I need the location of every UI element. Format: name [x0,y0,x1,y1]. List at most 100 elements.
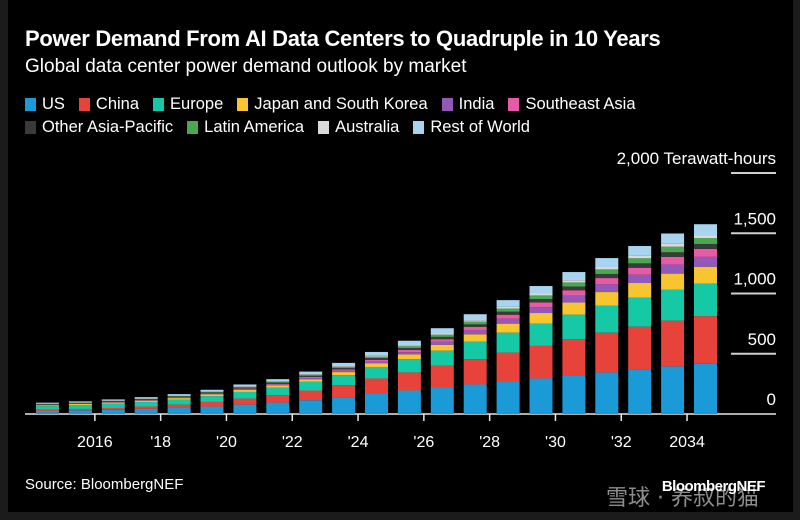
bar-segment-australia [365,355,388,357]
bar-segment-japan-and-south-korea [595,292,619,306]
bar-segment-us [529,378,553,414]
bar-segment-europe [463,341,487,360]
legend-label: Europe [170,95,224,113]
bar-segment-india [299,378,323,380]
legend-swatch [153,98,165,111]
legend-swatch [25,121,36,134]
bar-segment-us [101,409,125,414]
bar-stack-2020 [200,389,224,414]
bar-stack-2027 [430,328,454,414]
bar-stack-2022 [266,379,290,414]
bar-segment-southeast-asia [661,256,685,265]
bar-segment-other-asia-pacific [595,273,619,279]
bar-segment-japan-and-south-korea [200,394,224,397]
bar-stack-2019 [167,394,191,414]
bar-segment-japan-and-south-korea [299,379,323,382]
y-tick-label: 1,000 [733,270,776,289]
bar-segment-china [529,345,553,379]
bar-stack-2015 [36,402,59,414]
bar-segment-australia [595,266,619,270]
bar-segment-japan-and-south-korea [562,302,586,315]
bar-segment-southeast-asia [694,248,717,257]
bar-segment-india [233,389,257,391]
bar-segment-southeast-asia [299,377,323,379]
bar-segment-latin-america [233,386,257,388]
bar-stack-2021 [233,384,257,414]
bar-segment-europe [332,375,356,386]
bar-segment-china [68,408,92,411]
legend: US China Europe Japan and South Korea India S… [25,93,745,139]
bar-segment-australia [496,306,520,309]
bar-segment-rest-of-world [529,286,553,294]
bar-segment-rest-of-world [628,246,652,256]
stacked-bar-chart: 0 500 1,000 1,500 2,000 Terawatt-hours 2016 '1… [25,149,776,451]
bar-segment-other-asia-pacific [430,336,454,340]
bar-segment-us [134,408,158,414]
bar-segment-australia [562,280,586,283]
bar-segment-europe [496,332,520,353]
legend-item: India [441,95,494,114]
bar-segment-southeast-asia [200,393,224,394]
y-tick-label: 0 [767,390,776,409]
legend-label: Japan and South Korea [254,95,428,113]
bar-segment-southeast-asia [233,388,257,390]
bar-segment-other-asia-pacific [233,387,257,389]
legend-item: Rest of World [413,118,530,137]
bar-segment-india [562,295,586,303]
x-tick-label: '28 [479,434,500,451]
bar-segment-other-asia-pacific [496,311,520,315]
bar-segment-us [430,387,454,414]
bar-segment-rest-of-world [661,233,685,244]
bar-segment-europe [694,283,717,317]
legend-label: Other Asia-Pacific [42,118,174,136]
legend-item: Southeast Asia [508,95,636,114]
bar-segment-rest-of-world [562,272,586,281]
bar-segment-europe [299,381,323,391]
bar-segment-other-asia-pacific [397,348,421,351]
bar-segment-other-asia-pacific [463,324,487,327]
legend-label: US [42,95,65,113]
bar-segment-rest-of-world [233,384,257,387]
legend-row: US China Europe Japan and South Korea India S… [25,93,745,116]
legend-item: US [25,95,65,114]
x-tick-label: '24 [348,434,369,451]
bar-segment-other-asia-pacific [101,401,125,402]
bar-segment-china [397,372,421,391]
bar-segment-india [365,361,388,364]
legend-item: China [78,95,140,114]
bar-segment-australia [529,293,553,296]
bar-segment-china [299,390,323,401]
bar-segment-us [397,390,421,414]
bar-segment-china [628,326,652,370]
bar-segment-china [430,365,454,388]
bar-segment-southeast-asia [332,369,356,371]
bar-stack-2035 [694,224,717,414]
bar-segment-other-asia-pacific [365,358,388,360]
bar-segment-china [266,395,290,403]
bar-segment-latin-america [496,308,520,312]
chart-subtitle: Global data center power demand outlook … [25,56,467,77]
x-tick-label: 2034 [669,434,705,451]
bar-segment-europe [595,305,619,333]
bar-segment-us [661,366,685,414]
legend-swatch [441,98,453,111]
legend-label: China [95,95,140,113]
bar-segment-other-asia-pacific [200,392,224,394]
bar-segment-japan-and-south-korea [101,402,125,404]
bar-segment-rest-of-world [463,314,487,321]
bar-segment-southeast-asia [496,314,520,319]
bar-segment-rest-of-world [266,379,290,382]
bar-stack-2034 [661,233,685,414]
bar-segment-europe [529,323,553,346]
bar-segment-us [299,400,323,414]
bar-segment-china [134,406,158,409]
bar-segment-us [628,369,652,414]
source-note: Source: BloombergNEF [25,476,184,493]
bar-segment-india [463,330,487,335]
bar-stack-2029 [496,300,520,414]
bar-segment-rest-of-world [595,258,619,267]
bar-stack-2028 [463,314,487,414]
bar-segment-india [496,318,520,324]
bar-segment-rest-of-world [397,340,421,346]
x-tick-label: '18 [150,434,171,451]
